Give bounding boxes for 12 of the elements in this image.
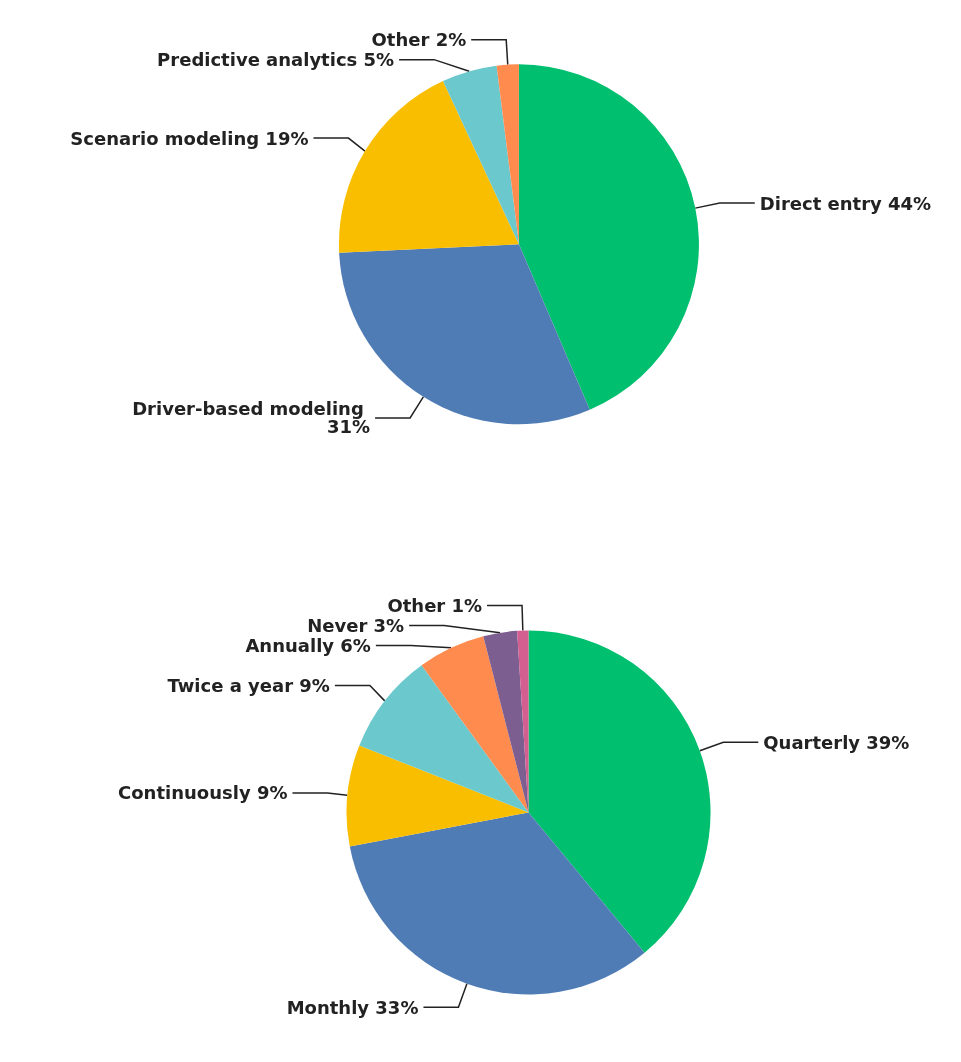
slice-label: Quarterly 39% bbox=[763, 731, 910, 753]
slice-label: Other 1% bbox=[387, 595, 483, 617]
slice-label: Never 3% bbox=[307, 615, 405, 637]
slice-label: Driver-based modeling bbox=[132, 398, 371, 420]
slice-label: Predictive analytics 5% bbox=[157, 49, 395, 71]
slice-label: Other 2% bbox=[371, 29, 467, 51]
slice-label: Scenario modeling 19% bbox=[70, 127, 309, 149]
slice-label: Direct entry 44% bbox=[759, 192, 932, 214]
slice-label: Monthly 33% bbox=[286, 996, 419, 1018]
slice-label: Twice a year 9% bbox=[167, 675, 330, 697]
slice-label: Annually 6% bbox=[245, 635, 371, 657]
slice-label: Continuously 9% bbox=[118, 782, 288, 804]
